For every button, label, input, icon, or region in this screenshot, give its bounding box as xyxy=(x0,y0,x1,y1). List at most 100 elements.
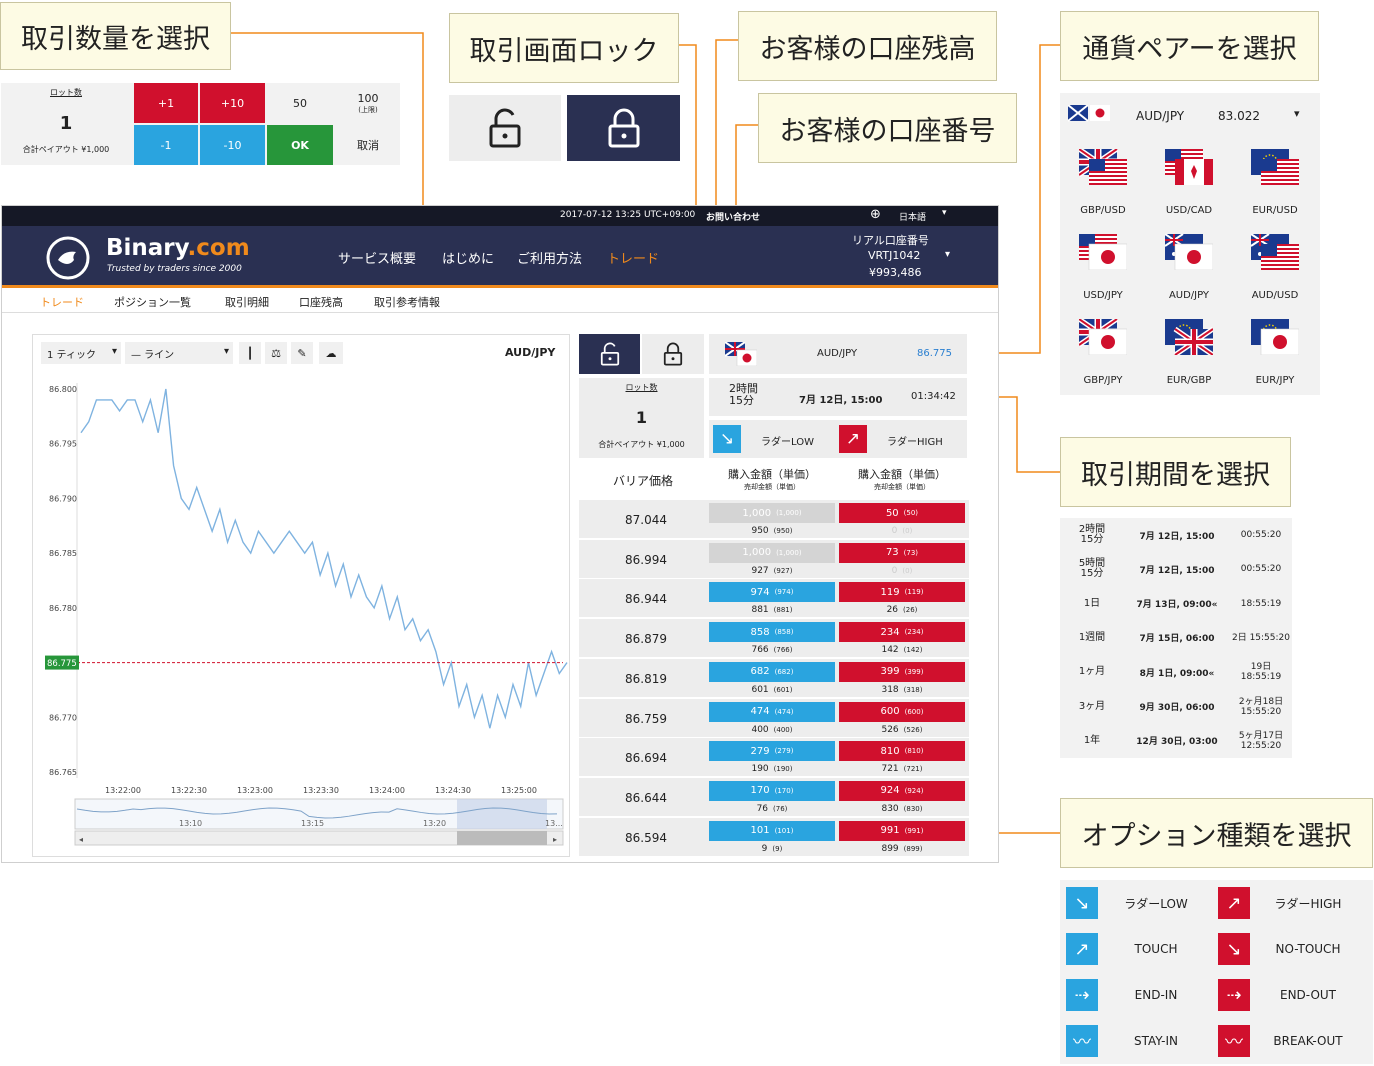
subnav-positions[interactable]: ポジション一覧 xyxy=(114,296,191,309)
ladder-high-buy-button[interactable]: 991 (991) xyxy=(839,820,965,841)
hundred-button[interactable]: 100 (上限) xyxy=(335,83,401,123)
compare-icon[interactable]: ⚖ xyxy=(265,342,287,364)
subnav-trade[interactable]: トレード xyxy=(40,296,84,309)
ladder-low-buy-button[interactable]: 1,000 (1,000) xyxy=(709,503,835,523)
ladder-low-buy-button[interactable]: 101 (101) xyxy=(709,820,835,841)
ladder-low-buy-button[interactable]: 170 (170) xyxy=(709,780,835,801)
subnav-info[interactable]: 取引参考情報 xyxy=(374,296,440,309)
ladder-high-buy-button[interactable]: 399 (399) xyxy=(839,661,965,682)
period-expiry: 7月 12日, 15:00 xyxy=(1139,565,1215,576)
scroll-right-icon[interactable]: ▸ xyxy=(553,835,557,844)
ladder-high-buy-button[interactable]: 119 (119) xyxy=(839,582,965,603)
period-option[interactable]: 1日 7月 13日, 09:00« 18:55:19 xyxy=(1060,587,1292,621)
subnav-balance[interactable]: 口座残高 xyxy=(299,296,343,309)
period-option[interactable]: 1週間 7月 15日, 06:00 2日 15:55:20 xyxy=(1060,621,1292,655)
scroll-left-icon[interactable]: ◂ xyxy=(79,835,83,844)
nav-service[interactable]: サービス概要 xyxy=(338,252,417,267)
pair-option-gbp-usd[interactable]: GBP/USD xyxy=(1060,133,1146,218)
low-sell-amount: 601 xyxy=(751,684,769,695)
trade-option-selector[interactable]: ↘ ラダーLOW ↗ ラダーHIGH xyxy=(709,420,967,458)
ladder-high-buy-button[interactable]: 600 (600) xyxy=(839,701,965,722)
pair-dropdown-icon[interactable]: ▾ xyxy=(1294,107,1300,120)
ladder-low-buy-button[interactable]: 474 (474) xyxy=(709,701,835,722)
period-expiry: 12月 30日, 03:00 xyxy=(1136,737,1218,748)
interval-select[interactable]: 1 ティック ▾ xyxy=(41,342,121,364)
ladder-high-buy-button[interactable]: 810 (810) xyxy=(839,741,965,762)
pair-option-aud-usd[interactable]: AUD/USD xyxy=(1232,218,1318,303)
ladder-high-buy-button[interactable]: 73 (73) xyxy=(839,542,965,563)
pair-option-eur-gbp[interactable]: EUR/GBP xyxy=(1146,303,1232,388)
period-option[interactable]: 1年 12月 30日, 03:00 5ヶ月17日 12:55:20 xyxy=(1060,724,1292,758)
ladder-high-buy-button[interactable]: 50 (50) xyxy=(839,503,965,523)
option-low-0[interactable]: ↘ ラダーLOW xyxy=(1060,880,1212,926)
trade-pair-name: AUD/JPY xyxy=(817,348,858,359)
language-select[interactable]: 日本語 xyxy=(899,213,927,223)
period-option[interactable]: 1ヶ月 8月 1日, 09:00« 19日 18:55:19 xyxy=(1060,655,1292,689)
option-touch-2[interactable]: ↗ TOUCH xyxy=(1060,926,1212,972)
barrier-price: 86.819 xyxy=(625,671,667,686)
ladder-row: 86.994 1,000 (1,000) 927 (927) 73 (73) 0 (0) xyxy=(579,539,969,578)
ladder-low-buy-button[interactable]: 1,000 (1,000) xyxy=(709,542,835,563)
download-icon[interactable]: ☁ xyxy=(319,342,343,364)
contact-link[interactable]: お問い合わせ xyxy=(706,213,761,223)
pair-option-aud-jpy[interactable]: AUD/JPY xyxy=(1146,218,1232,303)
option-break-out-7[interactable]: 〰 BREAK-OUT xyxy=(1212,1018,1364,1064)
ladder-low-buy-button[interactable]: 682 (682) xyxy=(709,661,835,682)
fifty-button[interactable]: 50 xyxy=(293,96,307,110)
high-buy-unit: (73) xyxy=(903,548,919,557)
style-select[interactable]: — ライン ▾ xyxy=(125,342,233,364)
lock-button[interactable] xyxy=(567,95,680,161)
period-expiry: 7月 12日, 15:00 xyxy=(1139,531,1215,542)
subnav-statement[interactable]: 取引明細 xyxy=(225,296,269,309)
indicator-icon[interactable]: ┃ xyxy=(239,342,261,364)
pair-option-eur-jpy[interactable]: EUR/JPY xyxy=(1232,303,1318,388)
ok-button[interactable]: OK xyxy=(267,125,333,165)
chart-scrollbar[interactable] xyxy=(74,830,564,846)
option-stay-in-6[interactable]: 〰 STAY-IN xyxy=(1060,1018,1212,1064)
trade-lot-label: ロット数 xyxy=(625,382,658,392)
pair-option-usd-jpy[interactable]: USD/JPY xyxy=(1060,218,1146,303)
trade-lot-box[interactable]: ロット数 1 合計ペイアウト ¥1,000 xyxy=(579,378,704,458)
minus10-button[interactable]: -10 xyxy=(200,125,265,165)
nav-trade[interactable]: トレード xyxy=(607,252,660,267)
chart-scrollbar-thumb[interactable] xyxy=(457,831,547,845)
option-no-touch-3[interactable]: ↘ NO-TOUCH xyxy=(1212,926,1364,972)
unlock-button[interactable] xyxy=(449,95,561,161)
minus1-button[interactable]: -1 xyxy=(134,125,198,165)
trade-unlock-button[interactable] xyxy=(579,334,640,374)
option-end-in-4[interactable]: ⇢ END-IN xyxy=(1060,972,1212,1018)
period-option[interactable]: 2時間 15分 7月 12日, 15:00 00:55:20 xyxy=(1060,518,1292,552)
nav-intro[interactable]: はじめに xyxy=(442,252,495,267)
draw-icon[interactable]: ✎ xyxy=(291,342,313,364)
plus10-button[interactable]: +10 xyxy=(200,83,265,123)
ladder-row: 86.944 974 (974) 881 (881) 119 (119) 26 (26) xyxy=(579,579,969,618)
y-tick-label: 86.785 xyxy=(49,549,77,558)
high-sell-value: 142 (142) xyxy=(839,644,965,656)
ladder-high-buy-button[interactable]: 234 (234) xyxy=(839,622,965,643)
y-tick-label: 86.800 xyxy=(49,385,77,394)
ladder-low-buy-button[interactable]: 974 (974) xyxy=(709,582,835,603)
cancel-button[interactable]: 取消 xyxy=(357,139,379,152)
pair-option-gbp-jpy[interactable]: GBP/JPY xyxy=(1060,303,1146,388)
pair-option-eur-usd[interactable]: EUR/USD xyxy=(1232,133,1318,218)
trade-lock-button[interactable] xyxy=(642,334,704,374)
option-high-1[interactable]: ↗ ラダーHIGH xyxy=(1212,880,1364,926)
period-option[interactable]: 5時間 15分 7月 12日, 15:00 00:55:20 xyxy=(1060,552,1292,586)
pair-option-label: USD/CAD xyxy=(1165,204,1213,216)
account-chevron-icon[interactable]: ▾ xyxy=(945,249,951,260)
plus1-button[interactable]: +1 xyxy=(134,83,198,123)
ladder-low-buy-button[interactable]: 858 (858) xyxy=(709,622,835,643)
option-type-label: STAY-IN xyxy=(1133,1034,1179,1048)
ladder-low-buy-button[interactable]: 279 (279) xyxy=(709,741,835,762)
pair-option-usd-cad[interactable]: USD/CAD xyxy=(1146,133,1232,218)
trade-period-selector[interactable]: 2時間 15分 7月 12日, 15:00 01:34:42 xyxy=(709,378,967,416)
lot-label: ロット数 xyxy=(50,87,82,97)
eur-usd-flag-icon xyxy=(1251,149,1299,188)
period-option[interactable]: 3ヶ月 9月 30日, 06:00 2ヶ月18日 15:55:20 xyxy=(1060,690,1292,724)
pair-option-label: GBP/JPY xyxy=(1083,374,1123,386)
ladder-high-buy-button[interactable]: 924 (924) xyxy=(839,780,965,801)
option-end-out-5[interactable]: ⇢ END-OUT xyxy=(1212,972,1364,1018)
navigator-selection[interactable] xyxy=(457,799,547,829)
nav-howto[interactable]: ご利用方法 xyxy=(517,252,583,267)
pair-selector[interactable]: AUD/JPY 86.775 xyxy=(709,334,967,374)
